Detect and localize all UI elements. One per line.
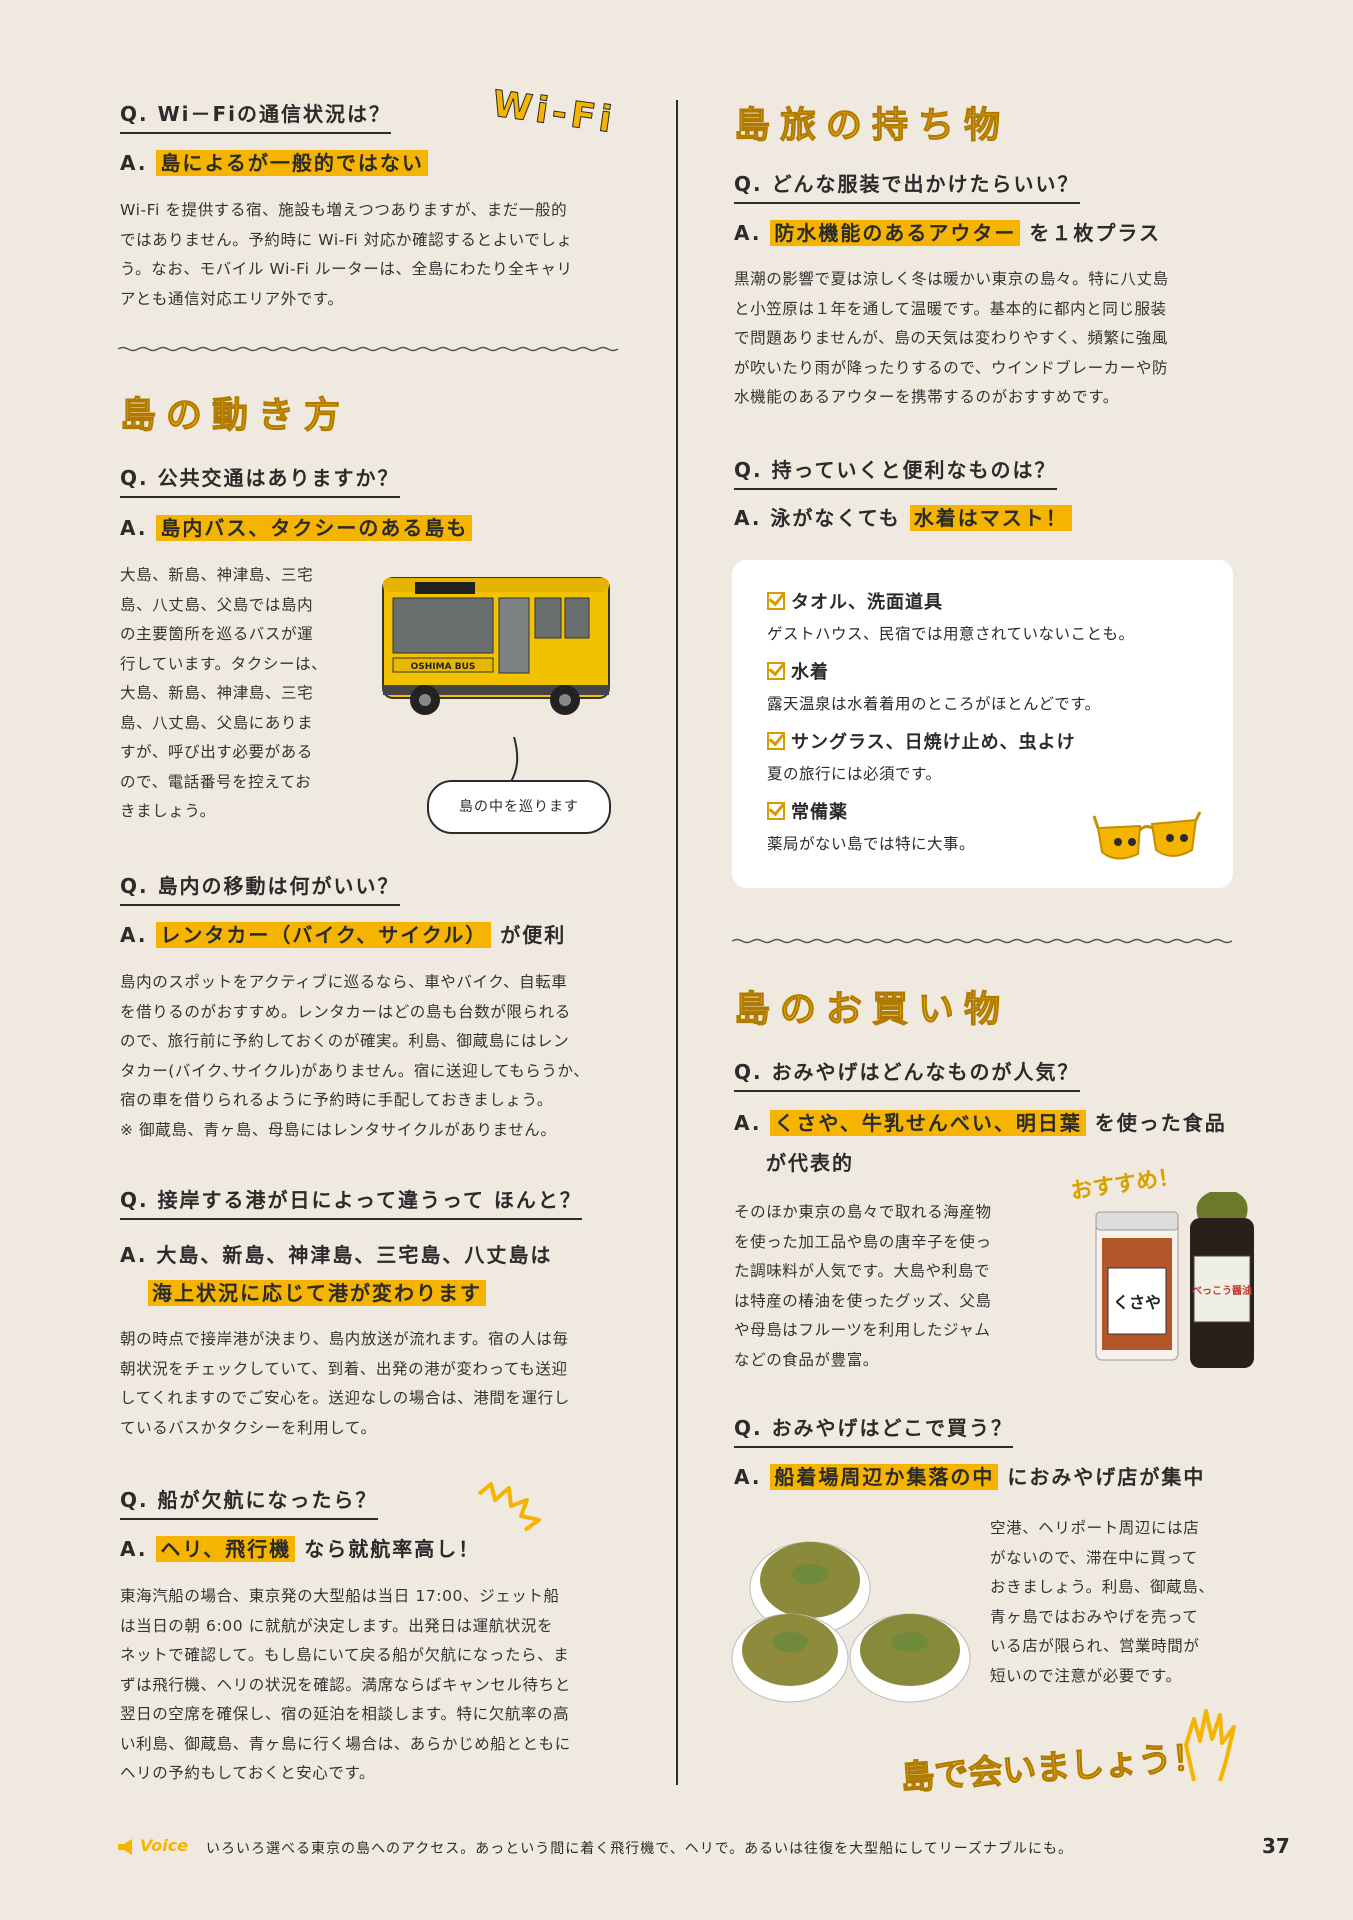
transit-question: Q. 公共交通はありますか？ — [120, 462, 400, 498]
wifi-body: Wi-Fi を提供する宿、施設も増えつつありますが、まだ一般的 ではありません。… — [120, 201, 573, 308]
checklist-item-title: 水着 — [791, 662, 829, 683]
wifi-question: Q. Wi－Fiの通信状況は？ — [120, 98, 391, 134]
section-divider — [118, 346, 619, 352]
souvenir-products-image: くさや べっこう醤油 — [1095, 1192, 1254, 1368]
section-title-transport: 島の動き方 — [119, 395, 351, 437]
move-answer-highlight: レンタカー（バイク、サイクル） — [156, 922, 492, 948]
items-answer-highlight: 水着はマスト！ — [909, 505, 1072, 531]
checklist-item-desc: 夏の旅行には必須です。 — [767, 765, 942, 783]
wifi-answer: A. 島によるが一般的ではない — [120, 148, 428, 178]
transit-answer: A. 島内バス、タクシーのある島も — [120, 513, 473, 543]
clothes-body: 黒潮の影響で夏は涼しく冬は暖かい東京の島々。特に八丈島 と小笠原は１年を通して温… — [734, 270, 1169, 406]
transit-body: 大島、新島、神津島、三宅 島、八丈島、父島では島内 の主要箇所を巡るバスが運 行… — [120, 566, 328, 820]
port-answer-line2: 海上状況に応じて港が変わります — [148, 1278, 486, 1308]
megaphone-icon — [118, 1839, 132, 1855]
cancel-question: Q. 船が欠航になったら？ — [120, 1484, 378, 1520]
port-answer-line1: A. 大島、新島、神津島、三宅島、八丈島は — [120, 1243, 553, 1267]
checklist-item-desc: 露天温泉は水着着用のところがほとんどです。 — [767, 695, 1101, 713]
checkbox-icon — [767, 732, 785, 750]
section-divider — [732, 938, 1233, 944]
souvenir-body: そのほか東京の島々で取れる海産物 を使った加工品や島の唐辛子を使っ た調味料が人… — [734, 1203, 992, 1369]
checklist-item-title: 常備薬 — [791, 802, 848, 823]
where-answer-rest: におみやげ店が集中 — [1007, 1465, 1206, 1489]
cancel-answer-rest: なら就航率高し！ — [304, 1537, 481, 1561]
checklist-item-desc: 薬局がない島では特に大事。 — [767, 835, 976, 853]
move-body: 島内のスポットをアクティブに巡るなら、車やバイク、自転車 を借りるのがおすすめ。… — [120, 973, 590, 1139]
voice-label: Voice — [140, 1836, 189, 1855]
checklist-card: タオル、洗面道具 ゲストハウス、民宿では用意されていないことも。 水着 露天温泉… — [732, 560, 1233, 888]
wifi-answer-highlight: 島によるが一般的ではない — [156, 150, 428, 176]
column-divider — [676, 100, 678, 1785]
where-answer: A. 船着場周辺か集落の中 におみやげ店が集中 — [734, 1464, 1206, 1490]
jar-label-text: くさや — [1113, 1293, 1161, 1312]
bus-name-text: OSHIMA BUS — [411, 662, 476, 672]
souvenir-answer: A. くさや、牛乳せんべい、明日葉 を使った食品 — [734, 1110, 1227, 1136]
souvenir-answer-highlight: くさや、牛乳せんべい、明日葉 — [770, 1110, 1086, 1136]
cancel-answer-highlight: ヘリ、飛行機 — [156, 1536, 296, 1562]
waving-hand-icon — [1184, 1709, 1236, 1782]
wifi-deco-text: Wi-Fi — [489, 83, 619, 142]
checklist-item: サングラス、日焼け止め、虫よけ 夏の旅行には必須です。 — [767, 728, 1076, 784]
where-question: Q. おみやげはどこで買う？ — [734, 1412, 1013, 1448]
checklist-item-title: サングラス、日焼け止め、虫よけ — [791, 732, 1076, 753]
checklist-item-desc: ゲストハウス、民宿では用意されていないことも。 — [767, 625, 1135, 643]
souvenir-question: Q. おみやげはどんなものが人気？ — [734, 1056, 1080, 1092]
checkbox-icon — [767, 592, 785, 610]
items-answer-pre: A. 泳がなくても — [734, 506, 901, 530]
speech-bubble: 島の中を巡ります — [427, 780, 611, 834]
section-title-belongings: 島旅の持ち物 — [733, 105, 1011, 147]
souvenir-answer-line2: が代表的 — [766, 1151, 854, 1175]
clothes-answer: A. 防水機能のあるアウター を１枚プラス — [734, 220, 1161, 246]
souvenir-answer-rest: を使った食品 — [1094, 1111, 1227, 1135]
cancel-answer: A. ヘリ、飛行機 なら就航率高し！ — [120, 1536, 481, 1562]
sunglasses-icon — [1092, 811, 1202, 860]
port-body: 朝の時点で接岸港が決まり、島内放送が流れます。宿の人は毎 朝状況をチェックしてい… — [120, 1330, 570, 1437]
port-question: Q. 接岸する港が日によって違うって ほんと？ — [120, 1184, 582, 1220]
move-question: Q. 島内の移動は何がいい？ — [120, 870, 400, 906]
checklist-item: タオル、洗面道具 ゲストハウス、民宿では用意されていないことも。 — [767, 588, 1135, 644]
clothes-answer-highlight: 防水機能のあるアウター — [770, 220, 1021, 246]
items-answer: A. 泳がなくても 水着はマスト！ — [734, 503, 1072, 533]
clothes-answer-rest: を１枚プラス — [1029, 221, 1161, 245]
transit-answer-highlight: 島内バス、タクシーのある島も — [156, 515, 473, 541]
move-answer-rest: が便利 — [500, 923, 567, 947]
bottle-label-text: べっこう醤油 — [1192, 1284, 1252, 1297]
closing-message: 島で会いましょう！ — [899, 1737, 1208, 1799]
checkbox-icon — [767, 662, 785, 680]
checkbox-icon — [767, 802, 785, 820]
items-question: Q. 持っていくと便利なものは？ — [734, 454, 1057, 490]
move-answer: A. レンタカー（バイク、サイクル） が便利 — [120, 922, 567, 948]
where-body: 空港、ヘリポート周辺には店 がないので、滞在中に買って おきましょう。利島、御蔵… — [990, 1519, 1215, 1685]
page-number: 37 — [1262, 1834, 1290, 1858]
footer-text: いろいろ選べる東京の島へのアクセス。あっという間に着く飛行機で、ヘリで。あるいは… — [206, 1841, 1074, 1857]
port-answer-highlight: 海上状況に応じて港が変わります — [148, 1280, 486, 1306]
clothes-question: Q. どんな服装で出かけたらいい？ — [734, 168, 1080, 204]
checklist-item-title: タオル、洗面道具 — [791, 592, 943, 613]
bubble-tail — [509, 736, 519, 784]
bus-image: OSHIMA BUS — [382, 577, 610, 715]
cancel-body: 東海汽船の場合、東京発の大型船は当日 17:00、ジェット船 は当日の朝 6:0… — [120, 1587, 571, 1782]
section-title-shopping: 島のお買い物 — [733, 989, 1011, 1031]
zigzag-deco — [477, 1482, 541, 1532]
checklist-item: 水着 露天温泉は水着着用のところがほとんどです。 — [767, 658, 1101, 714]
checklist-item: 常備薬 薬局がない島では特に大事。 — [767, 798, 975, 854]
cakes-image — [731, 1541, 971, 1703]
where-answer-highlight: 船着場周辺か集落の中 — [770, 1464, 999, 1490]
